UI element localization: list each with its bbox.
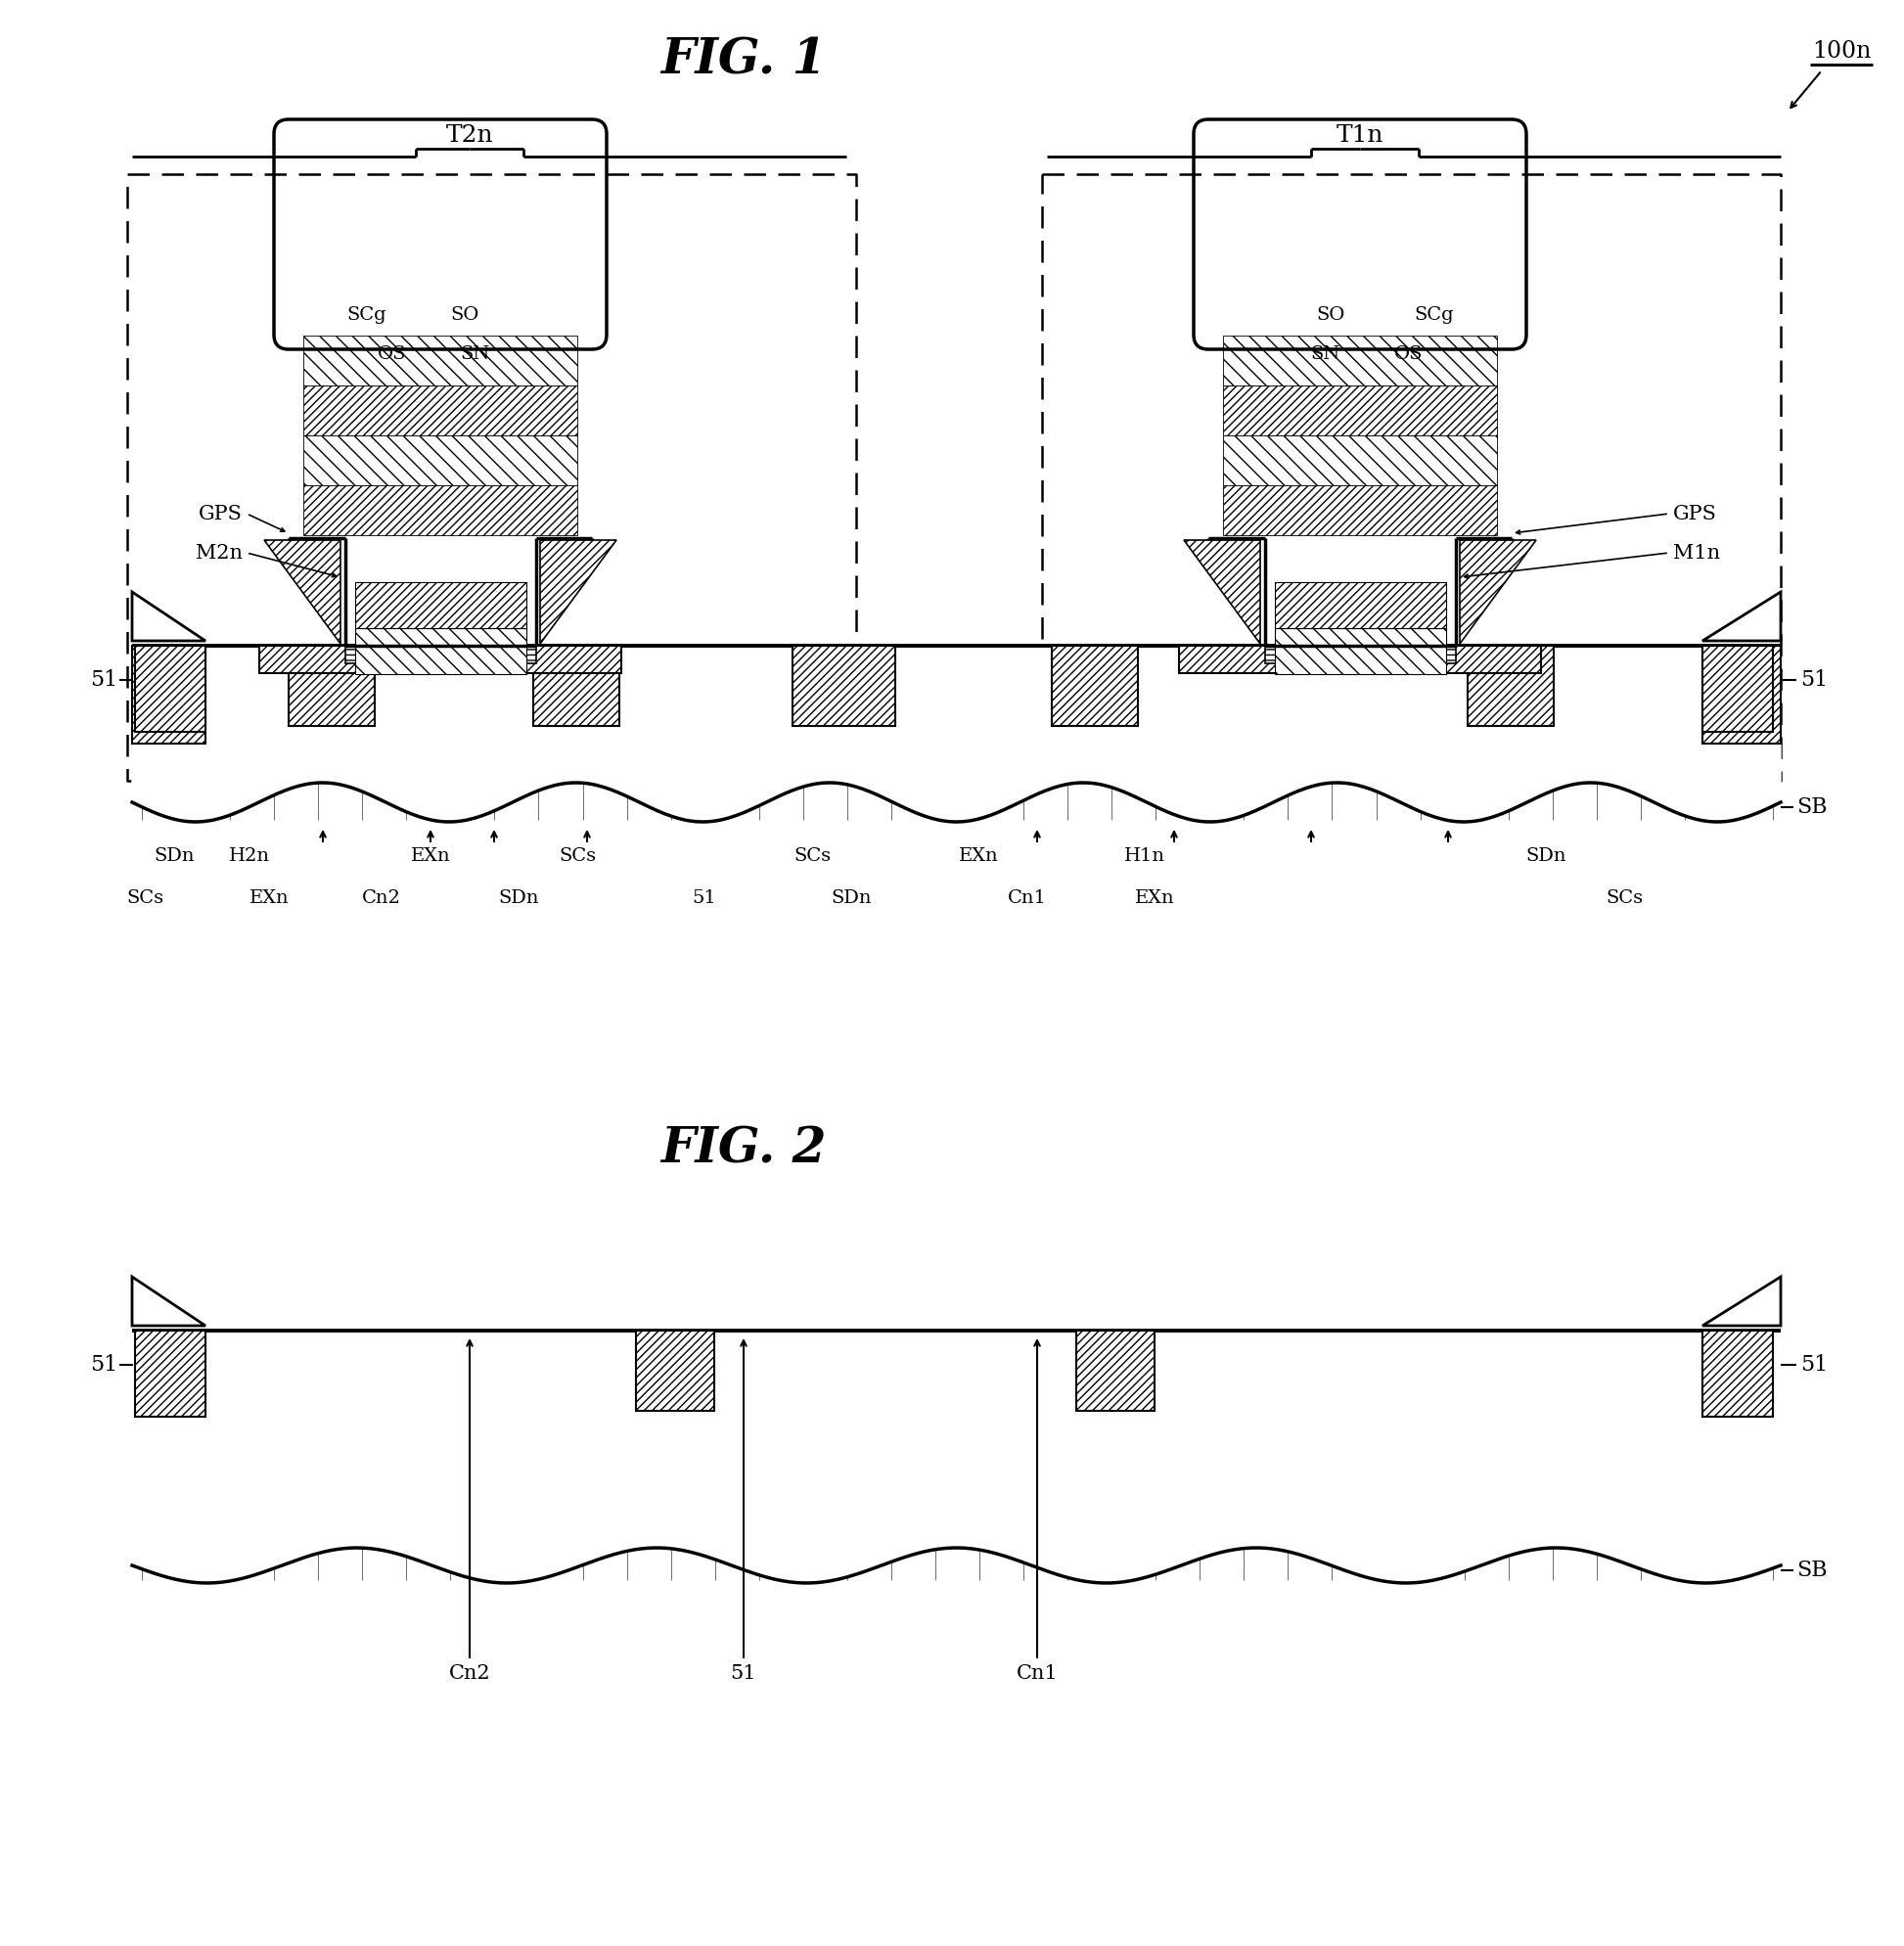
Text: EXn: EXn: [411, 847, 451, 864]
Bar: [303, 385, 577, 436]
Text: SCg: SCg: [347, 306, 387, 323]
Text: SCs: SCs: [558, 847, 596, 864]
Bar: [1222, 485, 1497, 535]
Bar: [259, 646, 621, 673]
Text: SCs: SCs: [126, 889, 164, 907]
Text: 100n: 100n: [1813, 39, 1872, 62]
Text: SCg: SCg: [1415, 306, 1453, 323]
Polygon shape: [265, 541, 341, 644]
Bar: [289, 646, 375, 726]
Polygon shape: [1184, 541, 1260, 644]
Text: OS: OS: [377, 344, 406, 364]
Polygon shape: [131, 646, 1780, 823]
Bar: [356, 629, 526, 673]
Bar: [1076, 1331, 1154, 1411]
Text: SO: SO: [449, 306, 478, 323]
Bar: [1179, 646, 1540, 673]
Text: T1n: T1n: [1337, 125, 1384, 146]
Bar: [1276, 582, 1447, 629]
Text: 51: 51: [1801, 669, 1828, 691]
Bar: [1468, 646, 1554, 726]
Bar: [303, 436, 577, 485]
Text: SDn: SDn: [830, 889, 872, 907]
Bar: [1276, 629, 1447, 673]
Text: SN: SN: [461, 344, 489, 364]
Bar: [636, 1331, 714, 1411]
Text: FIG. 2: FIG. 2: [661, 1125, 826, 1173]
Text: SB: SB: [1795, 1559, 1828, 1580]
Bar: [792, 646, 895, 726]
Polygon shape: [1702, 646, 1780, 743]
Polygon shape: [131, 646, 206, 743]
Text: EXn: EXn: [249, 889, 289, 907]
Text: SDn: SDn: [499, 889, 539, 907]
Bar: [533, 646, 619, 726]
Text: SCs: SCs: [1605, 889, 1643, 907]
Bar: [1222, 335, 1497, 385]
Text: SB: SB: [1795, 796, 1828, 817]
Text: 51: 51: [693, 889, 716, 907]
Bar: [303, 335, 577, 385]
Bar: [1264, 646, 1457, 664]
Text: T2n: T2n: [446, 125, 493, 146]
Text: SDn: SDn: [1525, 847, 1567, 864]
Bar: [345, 646, 537, 664]
Text: EXn: EXn: [1135, 889, 1175, 907]
Text: H1n: H1n: [1123, 847, 1165, 864]
Polygon shape: [1702, 592, 1780, 640]
Text: M1n: M1n: [1674, 543, 1719, 562]
Text: 51: 51: [89, 1354, 118, 1376]
Bar: [303, 485, 577, 535]
Bar: [135, 646, 206, 732]
Polygon shape: [131, 1277, 206, 1325]
Polygon shape: [1702, 1277, 1780, 1325]
Text: GPS: GPS: [1674, 504, 1717, 523]
Text: FIG. 1: FIG. 1: [661, 37, 826, 84]
Text: SCs: SCs: [794, 847, 830, 864]
Bar: [1702, 646, 1773, 732]
Text: 51: 51: [1801, 1354, 1828, 1376]
Text: Cn2: Cn2: [449, 1664, 491, 1683]
Bar: [1051, 646, 1139, 726]
Text: 51: 51: [89, 669, 118, 691]
Polygon shape: [131, 1331, 1780, 1584]
Bar: [1702, 1331, 1773, 1417]
Bar: [135, 1331, 206, 1417]
Text: EXn: EXn: [958, 847, 998, 864]
Text: Cn1: Cn1: [1007, 889, 1047, 907]
Text: M2n: M2n: [196, 543, 242, 562]
Text: OS: OS: [1394, 344, 1422, 364]
Text: SN: SN: [1310, 344, 1340, 364]
Text: H2n: H2n: [228, 847, 270, 864]
Text: GPS: GPS: [198, 504, 242, 523]
Bar: [356, 582, 526, 629]
Polygon shape: [1460, 541, 1537, 644]
Text: SDn: SDn: [154, 847, 194, 864]
Text: SO: SO: [1316, 306, 1346, 323]
Text: Cn1: Cn1: [1017, 1664, 1059, 1683]
Bar: [1222, 436, 1497, 485]
Text: 51: 51: [731, 1664, 756, 1683]
Text: Cn2: Cn2: [362, 889, 402, 907]
Polygon shape: [131, 592, 206, 640]
Polygon shape: [541, 541, 617, 644]
Bar: [1222, 385, 1497, 436]
